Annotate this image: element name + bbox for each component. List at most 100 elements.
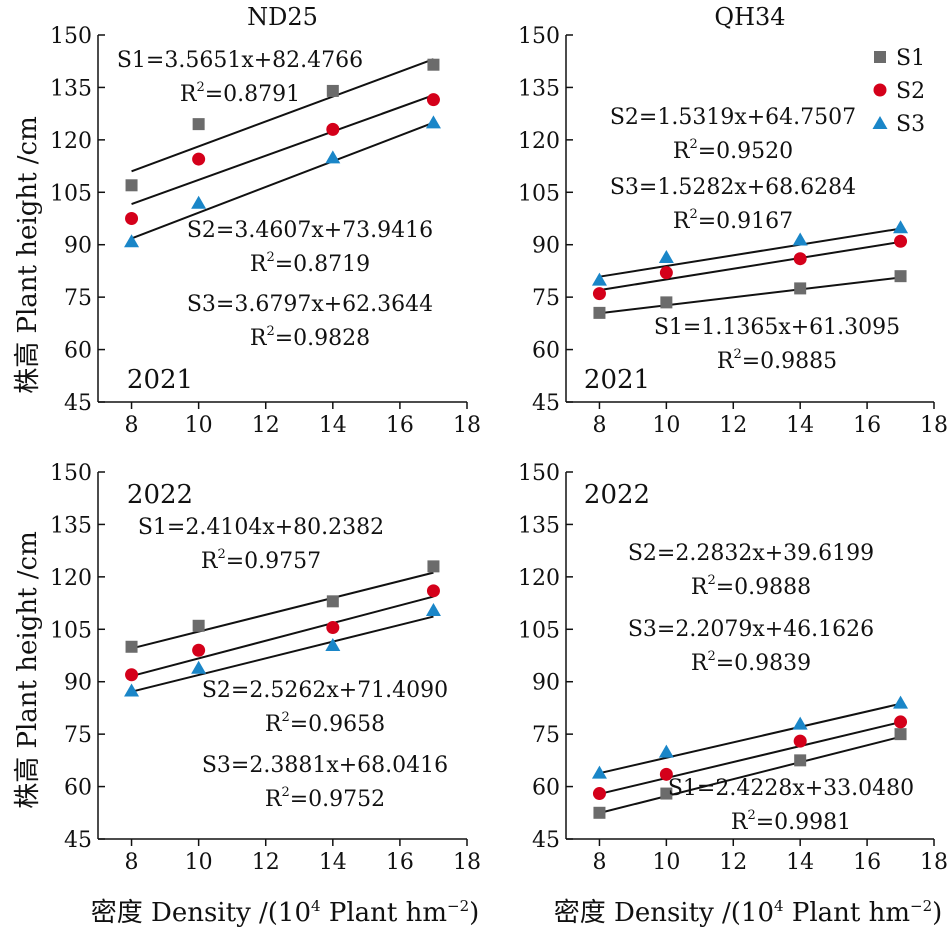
- x-tick-label: 12: [252, 850, 280, 875]
- y-tick-label: 45: [64, 391, 92, 416]
- point-s3: [591, 765, 607, 779]
- r-squared-s2: R2=0.9658: [265, 710, 385, 737]
- point-s2: [326, 122, 340, 136]
- x-tick-label: 8: [592, 413, 606, 438]
- x-axis-label-left: 密度 Density /(104 Plant hm−2): [91, 897, 480, 928]
- legend-marker-s1: [874, 51, 886, 63]
- point-s3: [658, 249, 674, 263]
- equation-s1: S1=2.4228x+33.0480: [668, 776, 914, 801]
- year-label: 2022: [584, 480, 650, 510]
- point-s1: [593, 806, 606, 819]
- legend: S1 S2 S3: [872, 46, 925, 137]
- equation-s2: S2=1.5319x+64.7507: [610, 105, 856, 130]
- y-tick-label: 105: [518, 618, 560, 643]
- y-tick-label: 45: [532, 828, 560, 853]
- y-tick-label: 150: [518, 24, 560, 49]
- y-tick-label: 135: [50, 513, 92, 538]
- y-tick-label: 120: [518, 566, 560, 591]
- year-label: 2021: [584, 365, 650, 395]
- point-s3: [792, 232, 808, 246]
- equation-s2: S2=2.5262x+71.4090: [202, 678, 448, 703]
- point-s1: [192, 118, 205, 131]
- x-tick-label: 18: [453, 413, 481, 438]
- r-squared-s3: R2=0.9752: [265, 785, 385, 812]
- r-squared-s3: R2=0.9828: [250, 324, 370, 351]
- fit-line-s2: [599, 240, 901, 292]
- y-tick-label: 90: [64, 671, 92, 696]
- x-tick-label: 16: [853, 850, 881, 875]
- y-tick-label: 135: [50, 76, 92, 101]
- point-s1: [125, 179, 138, 192]
- point-s1: [593, 306, 606, 319]
- point-s2: [894, 234, 908, 248]
- x-tick-label: 12: [719, 413, 747, 438]
- x-tick-label: 12: [719, 850, 747, 875]
- y-tick-label: 90: [64, 234, 92, 259]
- point-s2: [426, 93, 440, 107]
- point-s3: [425, 603, 441, 617]
- x-tick-label: 10: [185, 413, 213, 438]
- r-squared-s1: R2=0.8791: [180, 80, 300, 107]
- equation-s1: S1=2.4104x+80.2382: [138, 515, 384, 540]
- panel-nd25-2022: 45 60 75 90 105 120 135 150 8 10 12 14 16 18 2022 S1=2.…: [50, 461, 481, 875]
- r-squared-s1: R2=0.9981: [731, 808, 851, 835]
- point-s2: [192, 643, 206, 657]
- point-s2: [326, 621, 340, 635]
- equation-s2: S2=3.4607x+73.9416: [187, 218, 433, 243]
- y-tick-label: 75: [64, 286, 92, 311]
- point-s2: [426, 584, 440, 598]
- point-s1: [660, 296, 673, 309]
- fit-line-s1: [599, 735, 901, 814]
- x-tick-label: 8: [125, 850, 139, 875]
- x-tick-label: 18: [920, 850, 948, 875]
- y-tick-label: 60: [64, 776, 92, 801]
- equation-s3: S3=2.3881x+68.0416: [202, 753, 448, 778]
- x-tick-label: 18: [920, 413, 948, 438]
- point-s3: [124, 683, 140, 697]
- r-squared-s2: R2=0.8719: [250, 250, 370, 277]
- point-s2: [659, 266, 673, 280]
- legend-marker-s2: [873, 83, 887, 97]
- x-tick-label: 18: [453, 850, 481, 875]
- x-tick-label: 14: [786, 850, 814, 875]
- point-s1: [894, 728, 907, 741]
- fit-line-s2: [599, 721, 901, 795]
- point-s1: [192, 619, 205, 632]
- fit-line-s1: [131, 571, 434, 650]
- fit-line-s1: [599, 276, 901, 315]
- y-tick-label: 150: [50, 24, 92, 49]
- panel-title: ND25: [247, 3, 318, 31]
- point-s3: [792, 716, 808, 730]
- point-s2: [592, 287, 606, 301]
- point-s2: [659, 767, 673, 781]
- y-tick-label: 90: [532, 671, 560, 696]
- x-tick-label: 8: [592, 850, 606, 875]
- point-s1: [125, 640, 138, 653]
- point-s3: [893, 695, 909, 709]
- equation-s2: S2=2.2832x+39.6199: [628, 541, 874, 566]
- x-tick-label: 16: [853, 413, 881, 438]
- y-tick-label: 60: [64, 339, 92, 364]
- point-s1: [794, 282, 807, 295]
- y-tick-label: 135: [518, 513, 560, 538]
- equation-s3: S3=3.6797x+62.3644: [187, 292, 433, 317]
- x-tick-label: 14: [319, 413, 347, 438]
- x-tick-label: 14: [786, 413, 814, 438]
- point-s2: [592, 787, 606, 801]
- point-s3: [893, 220, 909, 234]
- point-s1: [326, 84, 339, 97]
- point-s3: [124, 234, 140, 248]
- y-tick-label: 60: [532, 776, 560, 801]
- y-tick-label: 105: [518, 181, 560, 206]
- point-s1: [660, 787, 673, 800]
- point-s1: [794, 754, 807, 767]
- y-tick-label: 120: [50, 566, 92, 591]
- point-s2: [793, 734, 807, 748]
- point-s2: [125, 668, 139, 682]
- x-tick-label: 10: [185, 850, 213, 875]
- point-s2: [894, 715, 908, 729]
- equation-s1: S1=3.5651x+82.4766: [117, 48, 363, 73]
- point-s3: [191, 195, 207, 209]
